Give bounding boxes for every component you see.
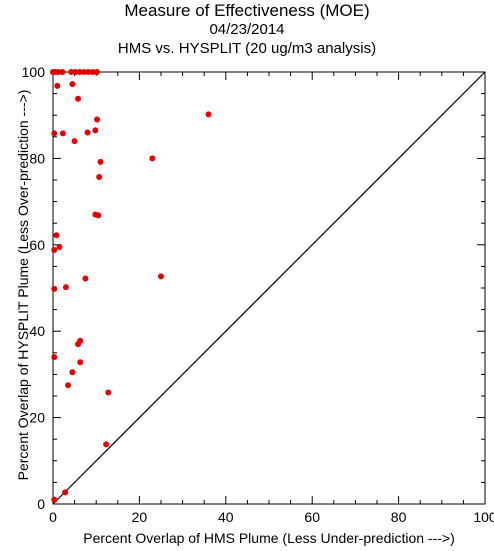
data-point <box>96 173 103 180</box>
x-tick-label: 60 <box>304 509 320 525</box>
data-point <box>94 116 101 123</box>
x-axis-label: Percent Overlap of HMS Plume (Less Under… <box>83 530 455 546</box>
data-point <box>55 69 62 75</box>
x-tick-label: 20 <box>132 509 148 525</box>
data-point <box>69 369 76 376</box>
data-point <box>62 284 69 291</box>
axis-ticks: 0 20 40 60 80 100 0 20 40 60 80 100 <box>22 64 494 525</box>
x-tick-label: 100 <box>473 509 494 525</box>
x-tick-label: 80 <box>391 509 407 525</box>
data-point <box>51 496 58 503</box>
data-point <box>75 95 82 102</box>
data-point <box>77 359 84 366</box>
data-point <box>149 155 156 162</box>
data-point <box>53 232 60 239</box>
y-tick-label: 40 <box>29 323 45 339</box>
data-point <box>69 81 76 88</box>
data-point <box>95 212 102 219</box>
one-to-one-line <box>52 71 486 505</box>
data-point <box>94 69 101 75</box>
data-point <box>85 69 92 75</box>
data-point <box>75 341 82 348</box>
data-point <box>51 130 58 137</box>
data-point <box>103 441 110 448</box>
y-tick-label: 0 <box>37 496 45 512</box>
chart-subtitle: HMS vs. HYSPLIT (20 ug/m3 analysis) <box>117 40 377 57</box>
y-axis-label: Percent Overlap of HYSPLIT Plume (Less O… <box>15 89 31 481</box>
x-tick-label: 40 <box>218 509 234 525</box>
data-point <box>84 129 91 136</box>
x-tick-label: 0 <box>49 509 57 525</box>
y-tick-label: 60 <box>29 237 45 253</box>
data-point <box>68 69 75 75</box>
data-point <box>51 285 58 292</box>
chart-date: 04/23/2014 <box>209 21 285 38</box>
y-tick-label: 20 <box>29 410 45 426</box>
data-point <box>62 489 69 496</box>
data-point <box>105 389 112 396</box>
data-point <box>89 69 96 75</box>
chart-title: Measure of Effectiveness (MOE) <box>124 1 370 20</box>
data-point <box>97 158 104 165</box>
data-point <box>76 69 83 75</box>
data-point <box>59 69 66 75</box>
data-point <box>51 246 58 253</box>
data-point <box>82 275 89 282</box>
data-points <box>50 69 212 503</box>
data-point <box>72 69 79 75</box>
data-point <box>54 82 61 89</box>
data-point <box>56 243 63 250</box>
data-point <box>59 130 66 137</box>
data-point <box>51 354 58 361</box>
y-tick-label: 100 <box>22 64 46 80</box>
data-point <box>65 382 72 389</box>
data-point <box>158 273 164 280</box>
data-point <box>81 69 88 75</box>
data-point <box>205 111 212 118</box>
y-tick-label: 80 <box>29 150 45 166</box>
data-point <box>71 138 78 145</box>
data-point <box>92 127 99 134</box>
